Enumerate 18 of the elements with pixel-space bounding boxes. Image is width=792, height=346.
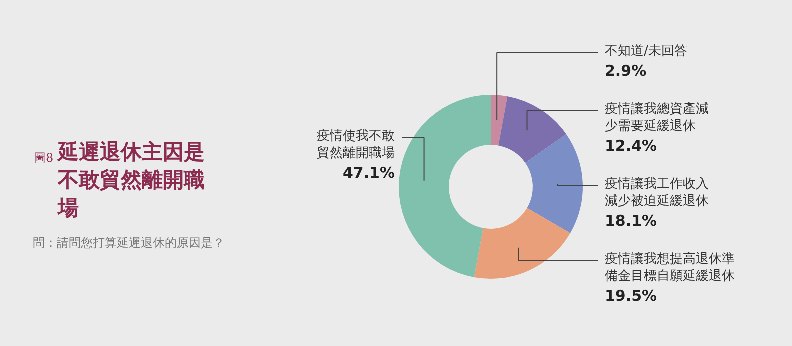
slice-label: 疫情讓我想提高退休準備金目標自願延緩退休 [605, 251, 735, 284]
slice-label: 疫情讓我總資產減少需要延緩退休 [605, 102, 709, 134]
donut-slice [491, 95, 508, 146]
slice-label: 疫情使我不敢貿然離開職場 [317, 129, 395, 161]
data-label: 12.4% [605, 137, 658, 155]
data-label: 19.5% [605, 287, 658, 305]
donut-slice [525, 134, 583, 234]
text: 問：請問您打算延遲退休的原因是？ [33, 235, 225, 252]
text: 延遲退休主因是不敢貿然離開職場 [58, 139, 206, 222]
slice-label: 疫情讓我工作收入減少被迫延緩退休 [605, 177, 709, 209]
donut-slice [498, 96, 566, 163]
donut-slice [399, 95, 491, 278]
data-label: 2.9% [605, 62, 647, 80]
data-label: 18.1% [605, 212, 658, 230]
slice-label: 不知道/未回答 [605, 44, 688, 59]
donut-slice [474, 208, 570, 279]
caption: 圖8 [34, 150, 54, 167]
data-label: 47.1% [342, 164, 395, 182]
